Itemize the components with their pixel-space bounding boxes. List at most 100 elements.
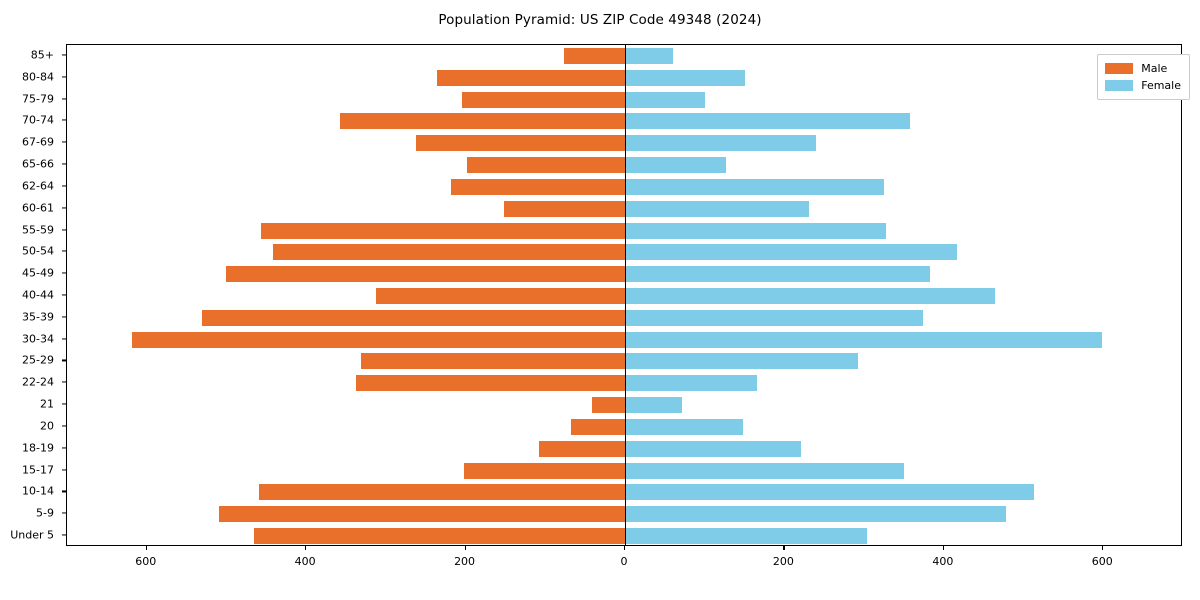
y-tick-label-18-19: 18-19	[22, 441, 54, 455]
bar-female-50-54	[625, 244, 957, 261]
bar-female-30-34	[625, 331, 1102, 348]
bar-female-20	[625, 418, 743, 435]
legend-label-female: Female	[1141, 79, 1181, 92]
y-tick-label-40-44: 40-44	[22, 288, 54, 302]
bar-female-80-84	[625, 69, 746, 86]
y-tick-mark	[62, 228, 66, 231]
y-tick-mark	[62, 447, 66, 449]
y-tick-mark	[62, 207, 66, 209]
y-tick-label-5-9: 5-9	[36, 506, 54, 520]
bar-male-75-79	[461, 91, 625, 108]
bar-male-18-19	[538, 440, 625, 457]
y-tick-mark	[62, 294, 66, 296]
y-tick-mark	[62, 381, 66, 383]
bar-female-18-19	[625, 440, 802, 457]
y-tick-label-25-29: 25-29	[22, 353, 54, 367]
y-tick-mark	[62, 403, 66, 405]
x-tick-label-6: 600	[1091, 555, 1113, 568]
legend: Male Female	[1097, 54, 1190, 100]
bar-female-45-49	[625, 266, 931, 283]
x-tick-label-2: 200	[454, 555, 476, 568]
y-tick-label-85-: 85+	[30, 48, 54, 62]
bar-male-70-74	[339, 113, 625, 130]
x-tick-mark	[942, 546, 944, 550]
bar-female-under-5	[625, 528, 868, 545]
bar-male-20	[570, 418, 625, 435]
y-tick-label-67-69: 67-69	[22, 135, 54, 149]
x-axis: 600 400 200 0 200 400 600	[66, 546, 1182, 586]
bar-male-65-66	[467, 157, 625, 174]
bar-female-21	[625, 397, 683, 414]
y-tick-mark	[62, 119, 66, 121]
x-tick-mark	[145, 546, 147, 550]
bar-female-15-17	[625, 462, 904, 479]
y-tick-mark	[62, 469, 66, 471]
bar-male-25-29	[361, 353, 625, 370]
legend-item-male[interactable]: Male	[1105, 60, 1181, 77]
zero-axis-line	[625, 45, 627, 545]
bar-female-5-9	[625, 506, 1007, 523]
x-tick-mark	[783, 546, 785, 550]
bar-female-65-66	[625, 157, 727, 174]
y-tick-label-20: 20	[40, 419, 54, 433]
bar-male-15-17	[463, 462, 625, 479]
bar-female-40-44	[625, 288, 995, 304]
plot-area	[66, 44, 1182, 546]
x-tick-mark	[1102, 546, 1104, 550]
y-tick-label-under-5: Under 5	[10, 528, 54, 542]
y-tick-label-70-74: 70-74	[22, 113, 54, 127]
y-tick-mark	[62, 512, 66, 514]
bar-male-10-14	[259, 484, 625, 501]
y-tick-mark	[62, 54, 66, 56]
y-tick-mark	[62, 490, 66, 492]
y-tick-label-55-59: 55-59	[22, 223, 54, 237]
y-tick-label-65-66: 65-66	[22, 157, 54, 171]
bar-male-40-44	[376, 288, 625, 304]
bar-male-80-84	[436, 69, 625, 86]
y-tick-mark	[62, 338, 66, 340]
bar-female-22-24	[625, 375, 758, 392]
y-tick-mark	[62, 141, 66, 143]
y-tick-mark	[62, 534, 66, 536]
bar-male-85-	[564, 47, 625, 64]
y-tick-label-50-54: 50-54	[22, 244, 54, 258]
y-tick-label-22-24: 22-24	[22, 375, 54, 389]
bar-male-35-39	[201, 309, 625, 326]
y-tick-mark	[62, 185, 66, 187]
legend-item-female[interactable]: Female	[1105, 77, 1181, 94]
chart-title: Population Pyramid: US ZIP Code 49348 (2…	[438, 12, 762, 28]
bar-male-62-64	[451, 178, 625, 195]
y-tick-label-60-61: 60-61	[22, 201, 54, 215]
bar-male-50-54	[273, 244, 625, 261]
bar-male-45-49	[225, 266, 625, 283]
bar-female-67-69	[625, 135, 817, 152]
bar-female-25-29	[625, 353, 858, 370]
x-tick-mark	[305, 546, 307, 550]
y-tick-mark	[62, 425, 66, 427]
x-tick-mark	[464, 546, 466, 550]
x-tick-label-1: 400	[294, 555, 316, 568]
y-tick-label-30-34: 30-34	[22, 332, 54, 346]
y-tick-mark	[62, 163, 66, 165]
legend-label-male: Male	[1141, 62, 1168, 75]
y-tick-label-15-17: 15-17	[22, 463, 54, 477]
bar-male-under-5	[253, 528, 625, 545]
bar-male-21	[591, 397, 625, 414]
y-tick-label-75-79: 75-79	[22, 92, 54, 106]
x-tick-mark	[624, 546, 626, 550]
bar-male-5-9	[219, 506, 625, 523]
legend-swatch-female	[1105, 80, 1134, 91]
bar-female-10-14	[625, 484, 1034, 501]
bar-female-85-	[625, 47, 673, 64]
bars-layer	[67, 45, 1181, 545]
y-tick-label-21: 21	[40, 397, 54, 411]
bar-male-55-59	[260, 222, 625, 239]
y-tick-label-45-49: 45-49	[22, 266, 54, 280]
y-tick-label-35-39: 35-39	[22, 310, 54, 324]
y-tick-mark	[62, 316, 66, 318]
bar-female-70-74	[625, 113, 911, 130]
bar-female-62-64	[625, 178, 885, 195]
y-tick-label-10-14: 10-14	[22, 484, 54, 498]
y-tick-mark	[62, 250, 66, 252]
x-tick-label-4: 200	[772, 555, 794, 568]
